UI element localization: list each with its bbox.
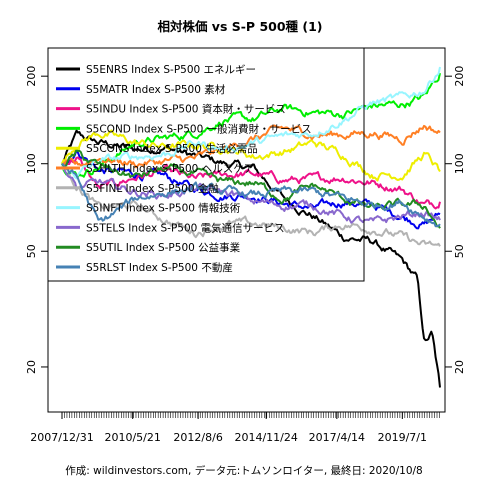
x-tick-label: 2014/11/24 [234,431,297,444]
series-line-3 [61,156,441,210]
series-line-4 [61,72,441,178]
y-tick-label-left: 100 [25,153,38,174]
series-line-5 [61,129,441,182]
series-line-1 [61,129,441,388]
chart-title: 相対株価 vs S-P 500種 (1) [157,19,322,34]
axis-layer: 20 20 50 50 100 100 200 200 2007/12/31 2010/5/21 2… [25,66,466,444]
legend-label-4: S5COND Index S-P500 一般消費財・サービス [86,122,312,135]
series-line-8 [61,66,441,180]
y-tick-label-right: 100 [453,153,466,174]
legend-label-1: S5ENRS Index S-P500 エネルギー [86,64,256,76]
x-tick-label: 2010/5/21 [104,431,160,444]
legend-label-9: S5TELS Index S-P500 電気通信サービス [86,221,285,234]
series-line-7 [61,163,441,247]
footer-note: 作成: wildinvestors.com, データ元:トムソンロイター, 最終… [65,464,422,477]
series-line-11 [61,162,441,228]
y-tick-label-left: 50 [25,244,38,258]
series-line-2 [61,149,441,230]
series-line-6 [61,124,441,169]
legend-label-10: S5UTIL Index S-P500 公益事業 [86,241,241,254]
y-tick-label-right: 50 [453,244,466,258]
x-tick-label: 2012/8/6 [173,431,222,444]
legend-label-5: S5CONS Index S-P500 生活必需品 [86,142,258,155]
x-tick-label: 2019/7/1 [378,431,427,444]
y-tick-label-right: 200 [453,66,466,87]
y-tick-label-right: 20 [453,360,466,374]
legend: S5ENRS Index S-P500 エネルギー S5MATR Index S-… [47,47,365,282]
y-tick-label-left: 20 [25,360,38,374]
legend-label-6: S5HLTH Index S-P500 ヘルスケア [86,163,254,175]
legend-label-11: S5RLST Index S-P500 不動産 [86,261,233,274]
y-tick-label-left: 200 [25,66,38,87]
legend-label-3: S5INDU Index S-P500 資本財・サービス [86,103,286,116]
x-tick-label: 2017/4/14 [309,431,365,444]
legend-label-8: S5INFT Index S-P500 情報技術 [86,202,241,215]
legend-label-7: S5FINL Index S-P500 金融 [86,182,219,195]
x-tick-label: 2007/12/31 [30,431,93,444]
legend-label-2: S5MATR Index S-P500 素材 [86,83,226,96]
series-layer [61,66,441,388]
series-line-10 [61,148,441,229]
series-line-9 [61,163,441,224]
legend-box [47,47,365,282]
